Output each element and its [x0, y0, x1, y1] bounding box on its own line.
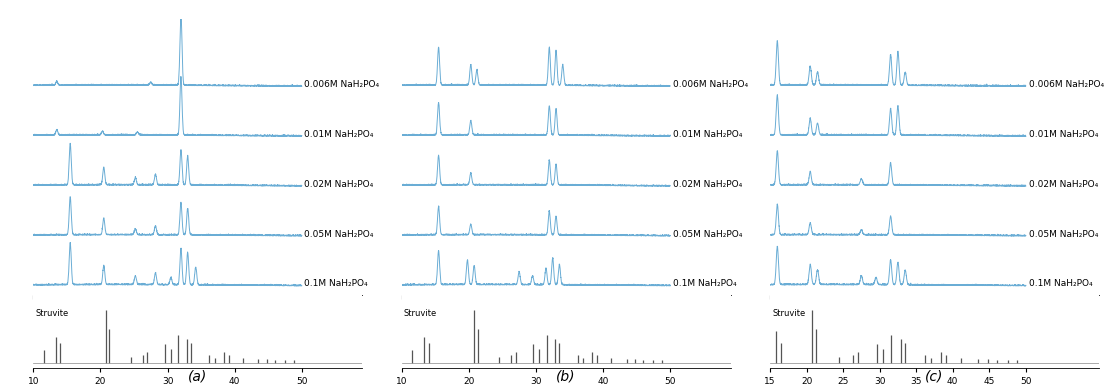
Text: 0.05M NaH₂PO₄: 0.05M NaH₂PO₄ [304, 229, 374, 238]
Text: 0.1M NaH₂PO₄: 0.1M NaH₂PO₄ [304, 279, 369, 288]
Text: 0.02M NaH₂PO₄: 0.02M NaH₂PO₄ [1029, 180, 1098, 189]
Text: 0.05M NaH₂PO₄: 0.05M NaH₂PO₄ [673, 229, 743, 238]
Text: 0.02M NaH₂PO₄: 0.02M NaH₂PO₄ [673, 180, 743, 189]
Text: Struvite: Struvite [36, 308, 69, 318]
Text: 0.006M NaH₂PO₄: 0.006M NaH₂PO₄ [673, 80, 748, 89]
Text: 0.01M NaH₂PO₄: 0.01M NaH₂PO₄ [304, 130, 374, 139]
Text: (a): (a) [188, 369, 208, 383]
Text: 0.02M NaH₂PO₄: 0.02M NaH₂PO₄ [304, 180, 374, 189]
Text: (c): (c) [926, 369, 944, 383]
Text: 0.01M NaH₂PO₄: 0.01M NaH₂PO₄ [1029, 130, 1098, 139]
Text: 0.1M NaH₂PO₄: 0.1M NaH₂PO₄ [673, 279, 736, 288]
Text: 0.006M NaH₂PO₄: 0.006M NaH₂PO₄ [1029, 80, 1103, 89]
Text: (b): (b) [556, 369, 576, 383]
Text: 0.05M NaH₂PO₄: 0.05M NaH₂PO₄ [1029, 229, 1098, 238]
Text: 0.006M NaH₂PO₄: 0.006M NaH₂PO₄ [304, 80, 380, 89]
Text: Struvite: Struvite [404, 308, 437, 318]
Text: 0.01M NaH₂PO₄: 0.01M NaH₂PO₄ [673, 130, 743, 139]
Text: 0.1M NaH₂PO₄: 0.1M NaH₂PO₄ [1029, 279, 1092, 288]
Text: Struvite: Struvite [773, 308, 806, 318]
